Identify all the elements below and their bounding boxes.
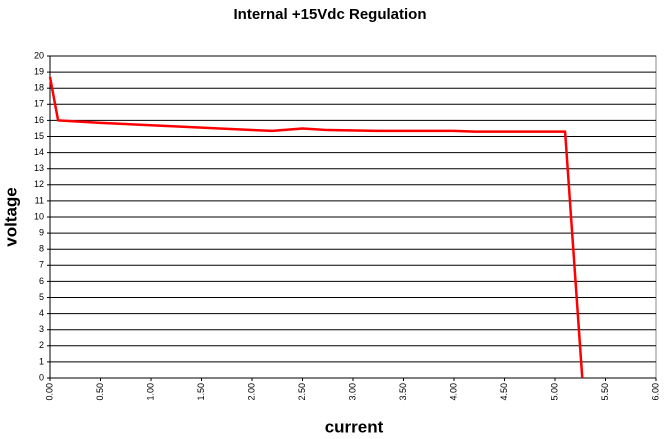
- x-tick-label: 2.50: [297, 383, 307, 401]
- x-tick-label: 4.00: [448, 383, 458, 401]
- y-tick-label: 19: [34, 66, 44, 76]
- y-tick-label: 13: [34, 163, 44, 173]
- y-tick-label: 12: [34, 179, 44, 189]
- x-tick-label: 1.50: [196, 383, 206, 401]
- y-tick-label: 1: [39, 356, 44, 366]
- y-tick-label: 8: [39, 244, 44, 254]
- x-tick-label: 3.00: [347, 383, 357, 401]
- x-axis-label: current: [325, 417, 384, 436]
- x-tick-label: 0.00: [44, 383, 54, 401]
- y-tick-label: 17: [34, 99, 44, 109]
- y-tick-label: 4: [39, 308, 44, 318]
- y-axis-label: voltage: [1, 187, 20, 247]
- x-tick-label: 4.50: [499, 383, 509, 401]
- y-tick-label: 0: [39, 372, 44, 382]
- y-tick-label: 5: [39, 292, 44, 302]
- x-tick-label: 1.00: [145, 383, 155, 401]
- x-tick-label: 5.50: [600, 383, 610, 401]
- y-tick-label: 3: [39, 324, 44, 334]
- data-line: [48, 76, 584, 379]
- y-tick-label: 20: [34, 50, 44, 60]
- x-tick-label: 3.50: [398, 383, 408, 401]
- y-tick-label: 14: [34, 147, 44, 157]
- chart-title: Internal +15Vdc Regulation: [234, 6, 427, 23]
- y-tick-label: 11: [35, 195, 44, 205]
- y-tick-label: 18: [34, 83, 44, 93]
- y-tick-label: 6: [39, 276, 44, 286]
- y-tick-label: 10: [34, 211, 44, 221]
- y-tick-label: 15: [34, 131, 44, 141]
- x-tick-label: 0.50: [95, 383, 105, 401]
- y-tick-label: 9: [39, 227, 44, 237]
- x-tick-label: 6.00: [650, 383, 660, 401]
- x-tick-label: 2.00: [246, 383, 256, 401]
- y-tick-label: 7: [39, 260, 44, 270]
- y-tick-label: 16: [34, 115, 44, 125]
- x-tick-label: 5.00: [549, 383, 559, 401]
- y-tick-label: 2: [39, 340, 44, 350]
